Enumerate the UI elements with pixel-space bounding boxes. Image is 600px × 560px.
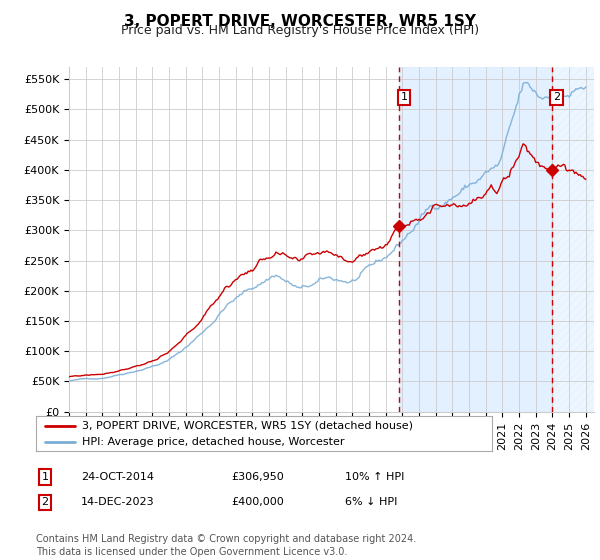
Text: 3, POPERT DRIVE, WORCESTER, WR5 1SY (detached house): 3, POPERT DRIVE, WORCESTER, WR5 1SY (det… [82,421,413,431]
Text: Price paid vs. HM Land Registry's House Price Index (HPI): Price paid vs. HM Land Registry's House … [121,24,479,37]
Text: 3, POPERT DRIVE, WORCESTER, WR5 1SY: 3, POPERT DRIVE, WORCESTER, WR5 1SY [124,14,476,29]
Text: 2: 2 [553,92,560,102]
Text: £400,000: £400,000 [231,497,284,507]
Text: 6% ↓ HPI: 6% ↓ HPI [345,497,397,507]
Text: HPI: Average price, detached house, Worcester: HPI: Average price, detached house, Worc… [82,437,344,447]
Text: 2: 2 [41,497,49,507]
Bar [551,67,594,412]
Text: 1: 1 [401,92,407,102]
Bar [400,67,551,412]
Text: 24-OCT-2014: 24-OCT-2014 [81,472,154,482]
Text: Contains HM Land Registry data © Crown copyright and database right 2024.
This d: Contains HM Land Registry data © Crown c… [36,534,416,557]
Text: 14-DEC-2023: 14-DEC-2023 [81,497,155,507]
Text: 1: 1 [41,472,49,482]
Text: 10% ↑ HPI: 10% ↑ HPI [345,472,404,482]
Text: £306,950: £306,950 [231,472,284,482]
